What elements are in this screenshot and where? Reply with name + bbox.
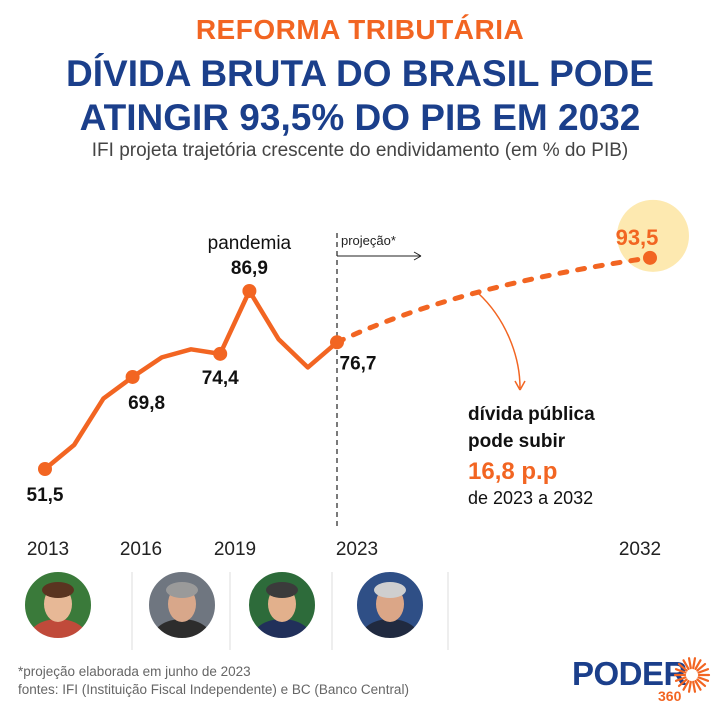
poder360-logo[interactable]: PODER 360 [572, 655, 712, 711]
kicker: REFORMA TRIBUTÁRIA [195, 14, 525, 45]
data-point-2016 [125, 369, 140, 384]
sunburst-icon [673, 657, 711, 693]
projection-label: projeção* [341, 233, 396, 248]
logo-number: 360 [658, 688, 682, 704]
x-tick-2032: 2032 [619, 539, 661, 560]
portrait-1 [23, 570, 93, 640]
subtitle: IFI projeta trajetória crescente do endi… [91, 140, 629, 161]
data-label-2019: 74,4 [202, 368, 239, 389]
portrait-body [360, 619, 420, 639]
projection-arrowhead [413, 251, 422, 261]
sun-ray [682, 659, 690, 671]
projection-footnote: *projeção elaborada em junho de 2023 [18, 664, 251, 679]
portrait-image [148, 571, 216, 639]
portrait-body [28, 619, 88, 639]
portrait-3 [247, 570, 317, 640]
sun-ray [696, 662, 707, 672]
sun-ray [694, 679, 702, 691]
sun-ray [682, 679, 690, 691]
note-line-3: de 2023 a 2032 [468, 488, 593, 508]
sun-ray [687, 657, 692, 670]
x-tick-2013: 2013 [27, 539, 69, 560]
sources-footnote: fontes: IFI (Instituição Fiscal Independ… [18, 682, 409, 697]
x-tick-2016: 2016 [120, 539, 162, 560]
data-point-2013 [38, 462, 52, 476]
portrait-hair [266, 582, 298, 598]
portrait-hair [166, 582, 198, 598]
portrait-image [356, 571, 424, 639]
sun-ray [687, 680, 692, 693]
sun-ray [692, 657, 697, 670]
data-label-2016: 69,8 [128, 393, 165, 414]
sun-ray [694, 659, 702, 671]
portrait-4 [355, 570, 425, 640]
data-label-2020: 86,9 [231, 258, 268, 279]
pandemic-annotation: pandemia [208, 233, 292, 254]
portrait-image [24, 571, 92, 639]
sun-ray [677, 678, 688, 688]
portrait-ring [23, 570, 93, 640]
note-arrowhead [514, 380, 526, 391]
title-line-1: DÍVIDA BRUTA DO BRASIL PODE [66, 53, 654, 94]
portrait-body [252, 619, 312, 639]
sun-ray [697, 676, 710, 682]
debt-line-chart: projeção* 51,5 69,8 74,4 86,9 76,7 93,5 pandemi… [23, 199, 689, 650]
highlight-circle [617, 199, 689, 272]
x-tick-2019: 2019 [214, 539, 256, 560]
data-label-2023: 76,7 [340, 353, 377, 374]
sun-ray [674, 668, 687, 674]
title-line-2: ATINGIR 93,5% DO PIB EM 2032 [79, 97, 641, 138]
sun-ray [696, 678, 707, 688]
data-point-2023 [330, 335, 344, 350]
portrait-hair [42, 582, 74, 598]
data-point-2032 [643, 250, 657, 265]
note-line-1: dívida pública [468, 404, 595, 425]
data-point-2020 [242, 284, 257, 298]
portrait-ring [147, 570, 217, 640]
x-tick-2023: 2023 [336, 539, 378, 560]
portrait-ring [247, 570, 317, 640]
note-value: 16,8 p.p [468, 458, 557, 485]
portrait-2 [147, 570, 217, 640]
note-line-2: pode subir [468, 431, 566, 452]
portrait-body [152, 619, 212, 639]
portrait-ring [355, 570, 425, 640]
data-label-2013: 51,5 [27, 485, 64, 506]
data-point-2019 [213, 346, 228, 361]
note-arrow [477, 292, 521, 389]
sun-ray [677, 662, 688, 672]
series-line-historical [42, 288, 340, 472]
logo-word: PODER [572, 655, 687, 692]
series-line-projection [334, 255, 653, 345]
sun-ray [692, 680, 697, 693]
sun-ray [674, 676, 687, 682]
portrait-image [248, 571, 316, 639]
sun-ray [697, 668, 710, 674]
portrait-hair [374, 582, 406, 598]
data-label-2032: 93,5 [616, 225, 659, 250]
